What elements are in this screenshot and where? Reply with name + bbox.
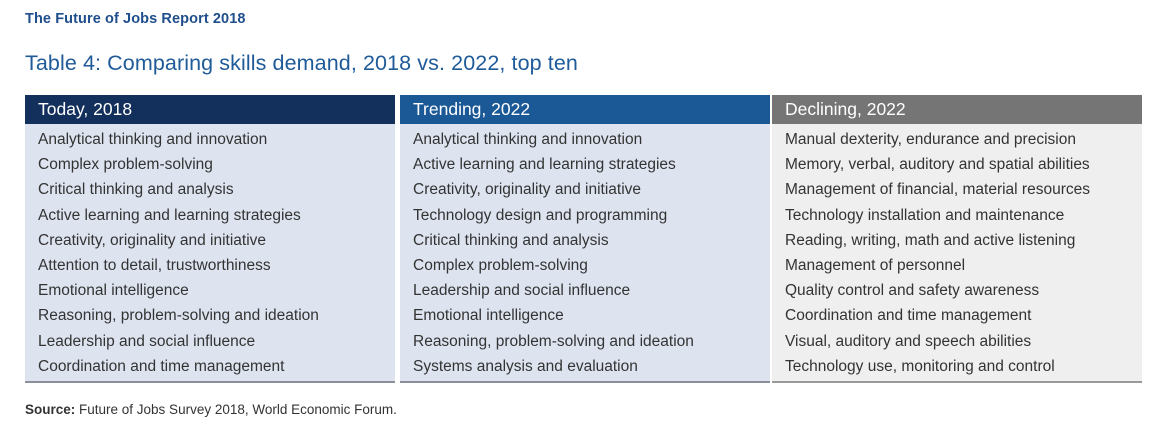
list-item: Leadership and social influence [413, 282, 631, 300]
list-item: Manual dexterity, endurance and precisio… [785, 131, 1076, 148]
source-text: Future of Jobs Survey 2018, World Econom… [75, 402, 397, 417]
column-declining-2022: Declining, 2022 Manual dexterity, endura… [772, 95, 1142, 383]
column-header: Today, 2018 [25, 95, 395, 124]
list-item: Active learning and learning strategies [413, 156, 676, 174]
column-divider [772, 381, 1142, 383]
list-item: Analytical thinking and innovation [413, 131, 643, 148]
list-item: Reasoning, problem-solving and ideation [413, 332, 694, 350]
list-item: Memory, verbal, auditory and spatial abi… [785, 156, 1090, 174]
list-item: Emotional intelligence [38, 282, 189, 300]
column-header: Trending, 2022 [400, 95, 770, 124]
list-item: Emotional intelligence [413, 307, 564, 325]
column-divider [400, 381, 770, 383]
list-item: Complex problem-solving [38, 156, 213, 174]
report-title: The Future of Jobs Report 2018 [25, 11, 246, 27]
list-item: Coordination and time management [38, 357, 285, 375]
list-item: Management of personnel [785, 256, 966, 274]
source-label: Source: [25, 402, 76, 417]
list-item: Technology installation and maintenance [785, 206, 1065, 224]
column-header: Declining, 2022 [772, 95, 1142, 124]
skills-list: Analytical thinking and innovation Activ… [400, 124, 770, 379]
list-item: Visual, auditory and speech abilities [785, 332, 1032, 350]
list-item: Creativity, originality and initiative [38, 231, 267, 249]
list-item: Technology design and programming [413, 206, 668, 224]
list-item: Coordination and time management [785, 307, 1032, 325]
list-item: Creativity, originality and initiative [413, 181, 642, 199]
column-divider [25, 381, 395, 383]
list-item: Systems analysis and evaluation [413, 357, 638, 375]
list-item: Leadership and social influence [38, 332, 256, 350]
column-today-2018: Today, 2018 Analytical thinking and inno… [25, 95, 395, 383]
list-item: Attention to detail, trustworthiness [38, 256, 271, 274]
list-item: Quality control and safety awareness [785, 282, 1040, 300]
list-item: Critical thinking and analysis [413, 231, 609, 249]
column-trending-2022: Trending, 2022 Analytical thinking and i… [400, 95, 770, 383]
skills-list: Manual dexterity, endurance and precisio… [772, 124, 1142, 379]
table-title: Table 4: Comparing skills demand, 2018 v… [25, 51, 578, 75]
skills-list: Analytical thinking and innovation Compl… [25, 124, 395, 379]
source-note: Source: Future of Jobs Survey 2018, Worl… [25, 402, 397, 417]
list-item: Technology use, monitoring and control [785, 357, 1055, 375]
list-item: Analytical thinking and innovation [38, 131, 268, 148]
list-item: Reading, writing, math and active listen… [785, 231, 1076, 249]
list-item: Management of financial, material resour… [785, 181, 1090, 199]
list-item: Reasoning, problem-solving and ideation [38, 307, 319, 325]
list-item: Active learning and learning strategies [38, 206, 301, 224]
list-item: Critical thinking and analysis [38, 181, 234, 199]
list-item: Complex problem-solving [413, 256, 588, 274]
